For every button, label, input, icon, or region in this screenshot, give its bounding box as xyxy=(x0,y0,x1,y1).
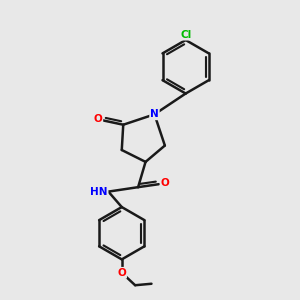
Text: N: N xyxy=(150,109,159,119)
Text: O: O xyxy=(94,114,102,124)
Text: O: O xyxy=(117,268,126,278)
Text: HN: HN xyxy=(90,187,108,196)
Text: O: O xyxy=(160,178,169,188)
Text: Cl: Cl xyxy=(180,30,191,40)
